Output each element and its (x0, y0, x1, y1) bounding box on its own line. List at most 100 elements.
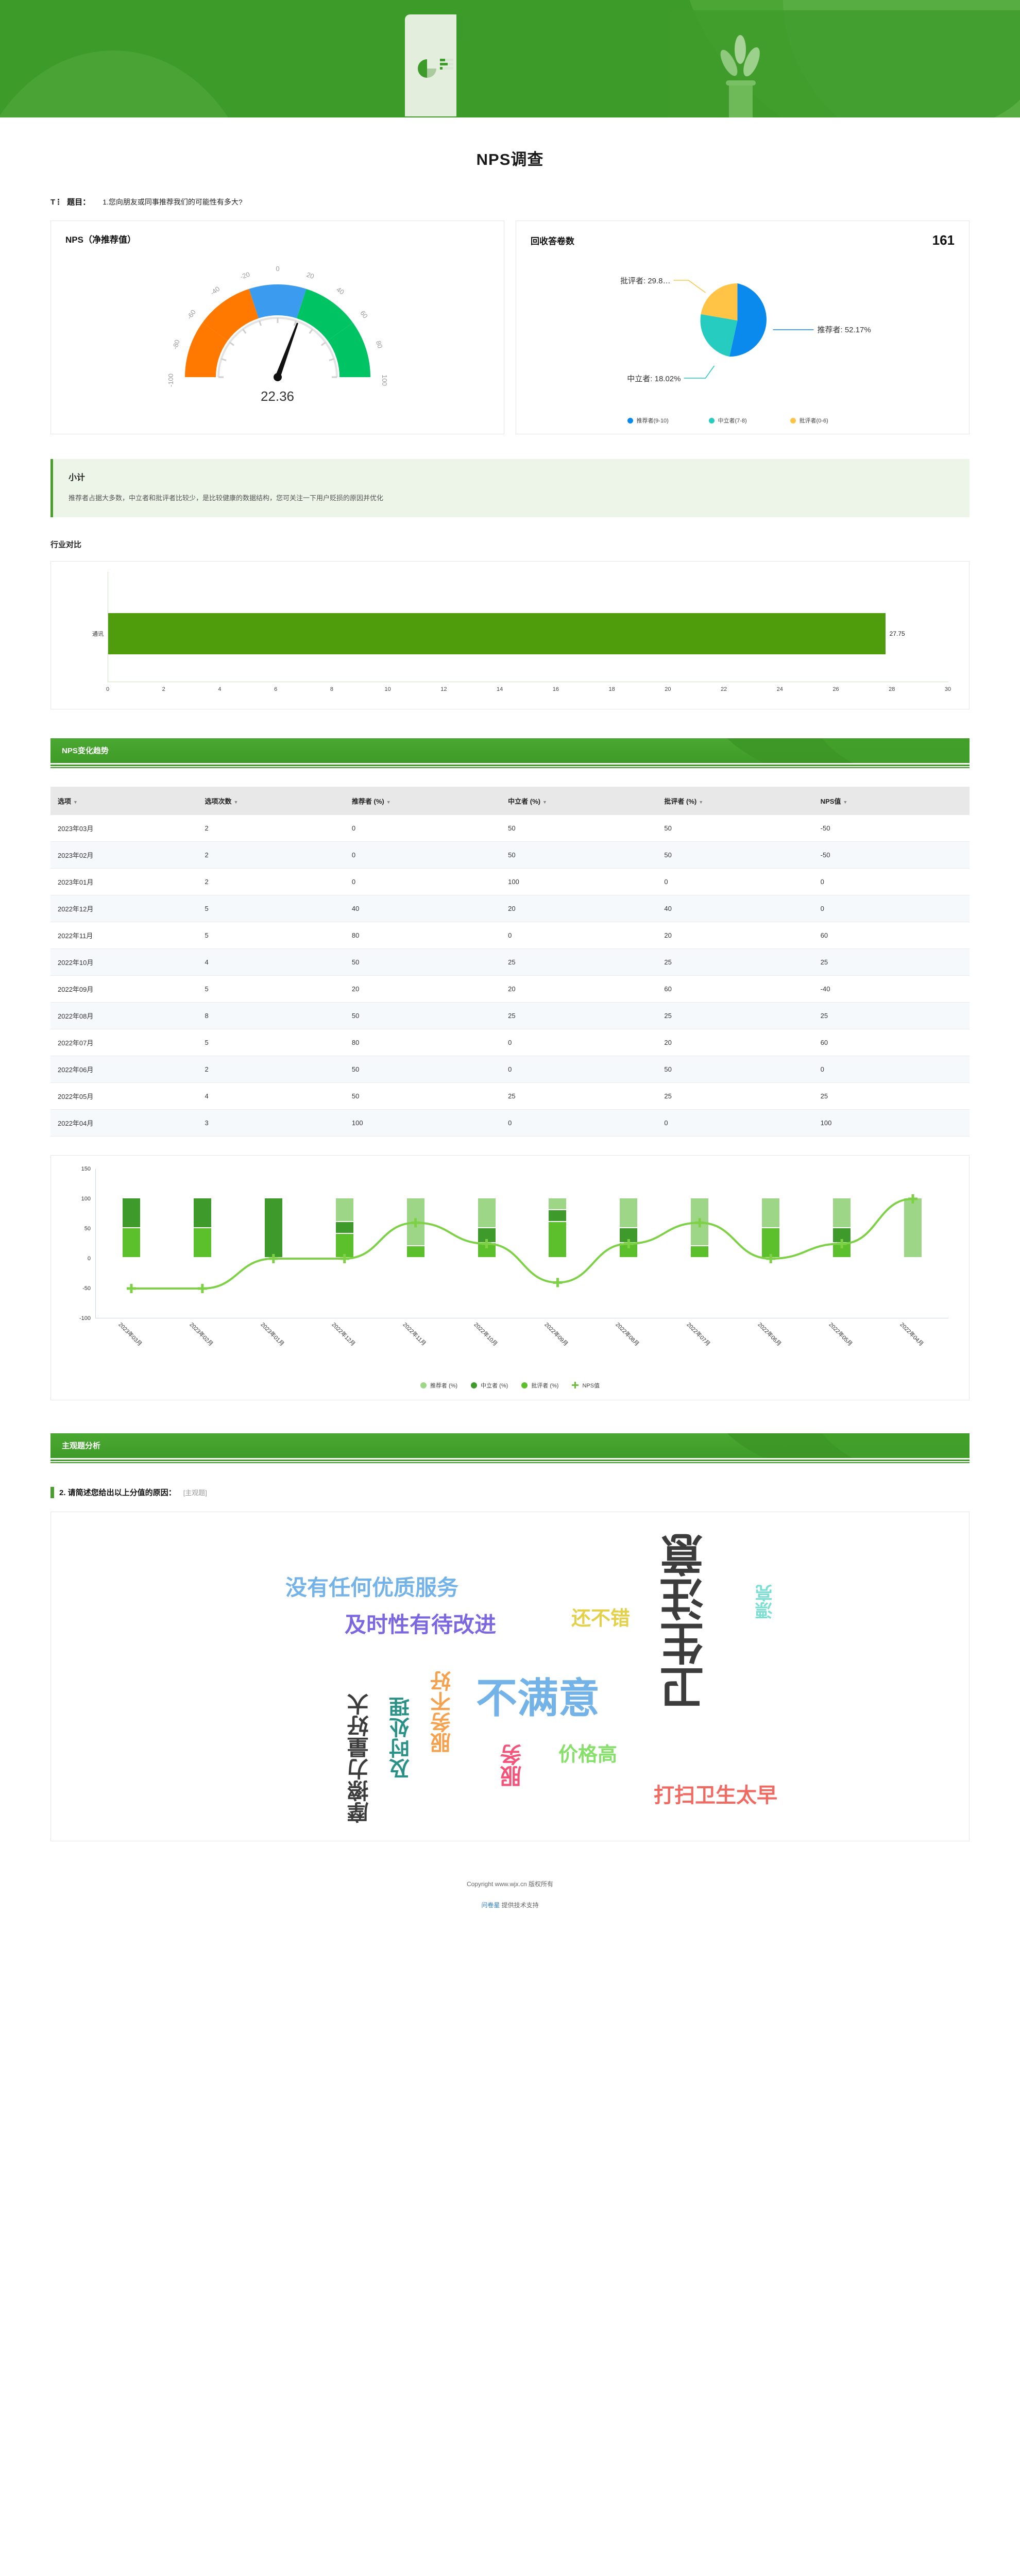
table-cell: 20 (657, 922, 813, 949)
sort-icon[interactable]: ▼ (386, 799, 391, 805)
summary-text: 推荐者占据大多数，中立者和批评者比较少，是比较健康的数据结构，您可关注一下用户贬… (69, 494, 384, 502)
word-cloud-word[interactable]: 漂亮 (756, 1584, 775, 1619)
sort-icon[interactable]: ▼ (843, 799, 848, 805)
table-row: 2023年01月 2 0 100 0 0 (50, 868, 970, 895)
sort-icon[interactable]: ▼ (699, 799, 704, 805)
table-cell: 2 (197, 868, 345, 895)
word-cloud-word[interactable]: 还不错 (571, 1607, 631, 1630)
legend-item-passive[interactable]: 中立者(7-8) (708, 416, 777, 425)
table-row: 2022年10月 4 50 25 25 25 (50, 948, 970, 976)
legend-item-detractor[interactable]: 批评者(0-6) (790, 416, 858, 425)
table-cell: 0 (501, 922, 657, 949)
trend-bar-column[interactable] (167, 1169, 238, 1318)
pie-card-header: 回收答卷数 161 (516, 221, 969, 248)
subjective-rule-2 (50, 1462, 970, 1463)
header-rule-2 (50, 767, 970, 768)
legend-item-promoter[interactable]: 推荐者(9-10) (627, 416, 695, 425)
trend-bar-column[interactable] (309, 1169, 380, 1318)
word-cloud-word[interactable]: 摩擦力量好大 (347, 1693, 371, 1823)
table-row: 2023年03月 2 0 50 50 -50 (50, 815, 970, 842)
industry-section-label: 行业对比 (50, 540, 82, 549)
table-cell: 100 (813, 1109, 970, 1137)
table-column-header[interactable]: 批评者 (%) ▼ (657, 786, 813, 815)
word-cloud-word[interactable]: 价格高 (558, 1743, 618, 1766)
table-cell: 5 (197, 1029, 345, 1056)
header-rule-1 (50, 764, 970, 766)
table-row: 2022年11月 5 80 0 20 60 (50, 922, 970, 949)
table-cell: 4 (197, 1082, 345, 1110)
subjective-rule-1 (50, 1459, 970, 1461)
table-cell: 8 (197, 1002, 345, 1029)
trend-bar-segment (762, 1198, 780, 1228)
word-cloud-word[interactable]: 及时处理 (390, 1696, 413, 1779)
pie-label-passive: 中立者: 18.02% (627, 375, 681, 383)
word-cloud-word[interactable]: 及时性有待改进 (345, 1612, 497, 1637)
trend-legend-item[interactable]: NPS值 (572, 1381, 600, 1389)
trend-chart-box: -100 -50 0 50 100 150 2023年03月 2023年02月 2023年01… (50, 1155, 970, 1400)
trend-bar-segment (122, 1228, 140, 1258)
table-row: 2022年04月 3 100 0 0 100 (50, 1109, 970, 1137)
sort-icon[interactable]: ▼ (73, 799, 78, 805)
table-cell: 50 (657, 841, 813, 869)
legend-dot (521, 1382, 528, 1388)
trend-bar-column[interactable] (593, 1169, 664, 1318)
trend-bar-segment (691, 1246, 709, 1258)
table-cell: 20 (501, 895, 657, 922)
industry-x-tick: 2 (162, 686, 165, 692)
svg-text:60: 60 (359, 309, 369, 320)
legend-label-promoter: 推荐者(9-10) (636, 418, 669, 424)
nps-trend-table: 选项 ▼ 选项次数 ▼ 推荐者 (%) ▼ 中立者 (%) ▼ 批评者 (%) ▼ NPS值 ▼ 20… (50, 786, 970, 1137)
industry-x-tick: 0 (106, 686, 110, 692)
report-page: NPS调查 T⋮ 题目： 1.您向朋友或同事推荐我们的可能性有多大? NPS（净… (0, 0, 1020, 1909)
word-cloud-word[interactable]: 卫生注意 (661, 1532, 711, 1710)
table-column-header[interactable]: NPS值 ▼ (813, 786, 970, 815)
trend-bar-segment (193, 1198, 211, 1228)
word-cloud-word[interactable]: 服务 (500, 1743, 524, 1787)
table-cell: 0 (344, 815, 501, 842)
table-cell: 5 (197, 975, 345, 1003)
trend-section-header: NPS变化趋势 (50, 738, 970, 768)
trend-bar-stack (620, 1198, 638, 1258)
word-cloud-word[interactable]: 打扫卫生太早 (654, 1784, 777, 1807)
table-column-header[interactable]: 中立者 (%) ▼ (501, 786, 657, 815)
trend-bar-column[interactable] (522, 1169, 593, 1318)
industry-bar[interactable] (108, 613, 886, 654)
sort-icon[interactable]: ▼ (233, 799, 239, 805)
table-cell: 5 (197, 895, 345, 922)
table-cell: 40 (657, 895, 813, 922)
table-cell: 0 (657, 868, 813, 895)
table-column-header[interactable]: 推荐者 (%) ▼ (344, 786, 501, 815)
table-cell: 60 (657, 975, 813, 1003)
page-title: NPS调查 (476, 150, 544, 168)
table-cell: 80 (344, 1029, 501, 1056)
subjective-header-bar: 主观题分析 (50, 1433, 970, 1458)
svg-text:-80: -80 (171, 338, 181, 350)
trend-legend-item[interactable]: 批评者 (%) (521, 1381, 558, 1389)
word-cloud-word[interactable]: 服务不好 (431, 1670, 454, 1753)
sort-icon[interactable]: ▼ (542, 799, 547, 805)
svg-text:-60: -60 (185, 308, 197, 320)
trend-x-label: 2022年12月 (330, 1321, 356, 1347)
table-cell: 2022年08月 (50, 1002, 198, 1029)
pie-card-title: 回收答卷数 (531, 236, 574, 246)
trend-bar-stack (904, 1198, 922, 1258)
trend-bar-column[interactable] (877, 1169, 948, 1318)
trend-legend-item[interactable]: 中立者 (%) (471, 1381, 508, 1389)
industry-x-tick: 12 (440, 686, 447, 692)
trend-legend-item[interactable]: 推荐者 (%) (420, 1381, 457, 1389)
table-column-header[interactable]: 选项 ▼ (50, 786, 198, 815)
word-cloud-word[interactable]: 不满意 (476, 1675, 600, 1721)
table-cell: 50 (344, 1082, 501, 1110)
table-cell: 3 (197, 1109, 345, 1137)
word-cloud-word[interactable]: 没有任何优质服务 (285, 1575, 459, 1600)
gauge-card-header: NPS（净推荐值） (51, 221, 504, 245)
table-column-header[interactable]: 选项次数 ▼ (197, 786, 345, 815)
word-cloud: 卫生注意 漂亮 没有任何优质服务及时性有待改进 还不错不满意 服务不好 及时处理 摩擦力量好… (50, 1511, 970, 1841)
industry-x-tick: 4 (218, 686, 222, 692)
trend-y-tick: 0 (87, 1255, 91, 1262)
trend-bar-column[interactable] (96, 1169, 167, 1318)
trend-bar-column[interactable] (735, 1169, 806, 1318)
table-cell: 2 (197, 1056, 345, 1083)
footer-tech-text: 提供技术支持 (501, 1901, 539, 1909)
footer-brand-link[interactable]: 问卷星 (481, 1901, 500, 1909)
